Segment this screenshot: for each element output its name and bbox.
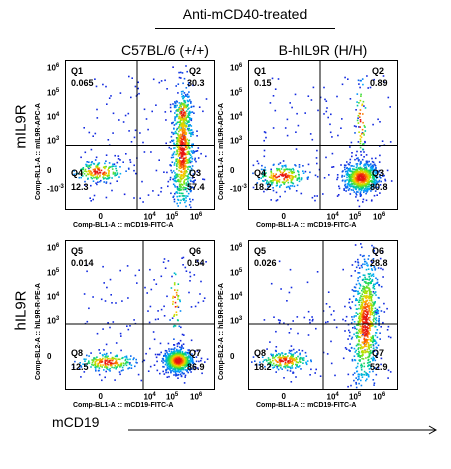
x-tick-label: 105 [349,392,362,402]
treatment-title: Anti-mCD40-treated [182,6,308,22]
quadrant-name-label: Q6 [372,246,384,256]
flow-plot-c57bl6-hil9r: Q5 0.014 Q6 0.54 Q7 86.9 Q8 12.5 [65,240,215,390]
x-tick-label: 0 [98,392,103,401]
quadrant-percentage: 18.2 [254,362,272,372]
flow-plot-svg: Q5 0.014 Q6 0.54 Q7 86.9 Q8 12.5 [65,240,215,390]
x-axis-title: Comp-BL1-A :: mCD19-FITC-A [73,222,174,229]
y-tick-label: -10-3 [47,184,64,194]
mcd19-arrow [128,425,438,435]
quadrant-name-label: Q2 [372,66,384,76]
y-tick-label: 106 [230,242,243,253]
y-tick-label: 103 [47,316,60,326]
y-tick-label: 104 [230,292,243,302]
event-dots [72,256,209,384]
y-tick-label: 105 [47,268,60,278]
x-tick-label: 0 [281,212,286,221]
y-tick-label: 103 [230,316,243,326]
quadrant-percentage: 0.15 [254,78,272,88]
y-tick-label: 104 [47,292,60,302]
quadrant-name-label: Q3 [372,168,384,178]
quadrant-percentage: 12.5 [71,362,89,372]
x-axis-title: Comp-BL1-A :: mCD19-FITC-A [73,402,174,409]
y-tick-label: 0 [230,166,235,175]
quadrant-percentage: 18.2 [254,182,272,192]
quadrant-name-label: Q5 [71,246,83,256]
quadrant-name-label: Q8 [71,348,83,358]
quadrant-name-label: Q7 [372,348,384,358]
x-tick-label: 104 [143,212,156,222]
y-axis-title: Comp-RL1-A :: mIL9R-APC-A [218,103,225,200]
y-tick-label: 106 [47,242,60,253]
row-header-hil9r: hIL9R [12,290,30,331]
y-tick-label: -10-3 [230,184,247,194]
flow-plot-b-hil9r-hil9r: Q5 0.026 Q6 28.8 Q7 52.9 Q8 18.2 [248,240,398,390]
quadrant-percentage: 0.065 [71,78,94,88]
flow-plot-c57bl6-mil9r: Q1 0.065 Q2 30.3 Q3 57.4 Q4 12.3 [65,60,215,210]
flow-plot-svg: Q5 0.026 Q6 28.8 Q7 52.9 Q8 18.2 [248,240,398,390]
x-axis-title: Comp-BL1-A :: mCD19-FITC-A [256,222,357,229]
x-tick-label: 105 [166,392,179,402]
y-tick-label: 106 [47,62,60,73]
x-axis-title: Comp-BL1-A :: mCD19-FITC-A [256,402,357,409]
quadrant-percentage: 28.8 [370,258,388,268]
x-tick-label: 0 [281,392,286,401]
y-axis-title: Comp-BL2-A :: hIL9R-R-PE-A [35,283,42,380]
y-tick-label: 0 [230,352,235,361]
x-tick-label: 0 [98,212,103,221]
quadrant-percentage: 80.8 [370,182,388,192]
treatment-underline [155,28,335,29]
x-tick-label: 106 [190,392,203,402]
y-tick-label: 0 [47,166,52,175]
quadrant-name-label: Q3 [189,168,201,178]
flow-plot-svg: Q1 0.15 Q2 0.89 Q3 80.8 Q4 18.2 [248,60,398,210]
quadrant-percentage: 0.54 [187,258,205,268]
y-tick-label: 103 [230,136,243,146]
x-tick-label: 106 [190,212,203,222]
quadrant-percentage: 30.3 [187,78,205,88]
x-tick-label: 105 [349,212,362,222]
quadrant-name-label: Q2 [189,66,201,76]
row-header-mil9r: mIL9R [12,104,30,149]
x-tick-label: 105 [166,212,179,222]
x-tick-label: 104 [143,392,156,402]
quadrant-percentage: 0.026 [254,258,277,268]
x-tick-label: 106 [373,212,386,222]
mcd19-axis-label: mCD19 [52,414,100,430]
quadrant-name-label: Q1 [254,66,266,76]
flow-plot-svg: Q1 0.065 Q2 30.3 Q3 57.4 Q4 12.3 [65,60,215,210]
y-tick-label: 103 [47,136,60,146]
column-header-b-hil9r: B-hIL9R (H/H) [278,42,368,58]
y-tick-label: 104 [230,112,243,122]
x-tick-label: 104 [326,212,339,222]
y-tick-label: 0 [47,352,52,361]
quadrant-name-label: Q7 [189,348,201,358]
x-tick-label: 104 [326,392,339,402]
quadrant-name-label: Q4 [254,168,266,178]
column-header-c57bl6: C57BL/6 (+/+) [121,42,209,58]
quadrant-name-label: Q6 [189,246,201,256]
x-tick-label: 106 [373,392,386,402]
flow-plot-b-hil9r-mil9r: Q1 0.15 Q2 0.89 Q3 80.8 Q4 18.2 [248,60,398,210]
event-dots [252,75,393,208]
quadrant-percentage: 57.4 [187,182,205,192]
quadrant-percentage: 12.3 [71,182,89,192]
quadrant-name-label: Q8 [254,348,266,358]
quadrant-name-label: Q1 [71,66,83,76]
quadrant-percentage: 0.89 [370,78,388,88]
y-tick-label: 104 [47,112,60,122]
quadrant-name-label: Q5 [254,246,266,256]
plot-frame [65,60,215,210]
quadrant-name-label: Q4 [71,168,83,178]
quadrant-percentage: 86.9 [187,362,205,372]
y-tick-label: 106 [230,62,243,73]
y-tick-label: 105 [47,88,60,98]
quadrant-percentage: 52.9 [370,362,388,372]
y-axis-title: Comp-RL1-A :: mIL9R-APC-A [35,103,42,200]
y-axis-title: Comp-BL2-A :: hIL9R-R-PE-A [218,283,225,380]
y-tick-label: 105 [230,88,243,98]
quadrant-percentage: 0.014 [71,258,94,268]
y-tick-label: 105 [230,268,243,278]
